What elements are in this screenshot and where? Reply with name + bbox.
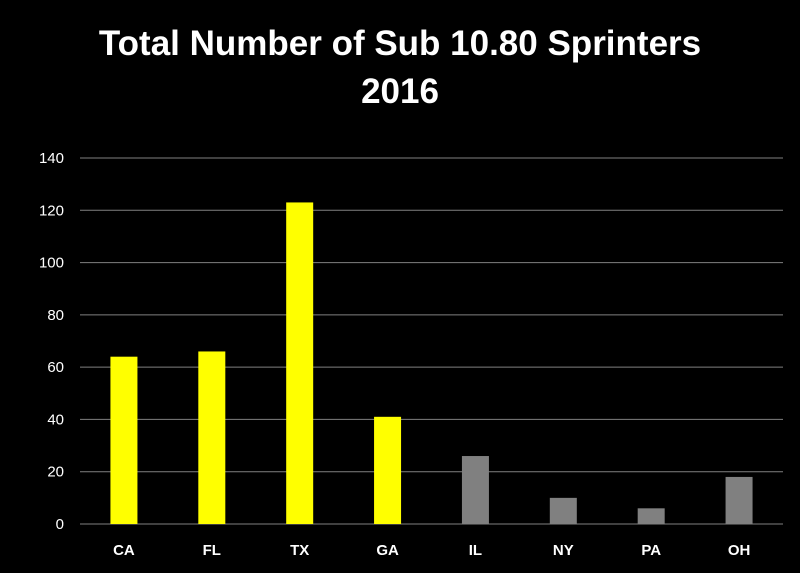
bar-ny <box>549 497 577 524</box>
x-tick-labels: CA FL TX GA IL NY PA OH <box>113 542 750 559</box>
bar-pa <box>637 508 665 524</box>
x-tick-label-ny: NY <box>553 542 574 559</box>
y-tick-label: 140 <box>39 150 64 167</box>
x-tick-label-oh: OH <box>728 542 751 559</box>
y-tick-label: 80 <box>47 307 64 324</box>
x-tick-label-ca: CA <box>113 542 135 559</box>
y-tick-label: 60 <box>47 359 64 376</box>
x-tick-label-ga: GA <box>376 542 399 559</box>
bar-ca <box>110 356 138 524</box>
x-tick-label-tx: TX <box>290 542 309 559</box>
y-tick-labels: 0 20 40 60 80 100 120 140 <box>39 150 64 533</box>
x-tick-label-il: IL <box>469 542 482 559</box>
bar-il <box>461 456 489 524</box>
y-tick-label: 0 <box>56 516 64 533</box>
chart-title-line-2: 2016 <box>361 72 439 111</box>
grid-layer <box>80 157 783 525</box>
bar-ga <box>374 416 402 524</box>
chart-title-line-1: Total Number of Sub 10.80 Sprinters <box>98 24 702 63</box>
bar-oh <box>725 476 753 524</box>
y-tick-label: 40 <box>47 411 64 428</box>
bar-tx <box>286 202 314 524</box>
y-tick-label: 20 <box>47 464 64 481</box>
bar-fl <box>198 351 226 524</box>
y-tick-label: 100 <box>39 255 64 272</box>
x-tick-label-fl: FL <box>203 542 221 559</box>
chart-title: Total Number of Sub 10.80 Sprinters 2016 <box>0 20 800 116</box>
y-tick-label: 120 <box>39 202 64 219</box>
bars <box>110 202 753 524</box>
x-tick-label-pa: PA <box>641 542 661 559</box>
